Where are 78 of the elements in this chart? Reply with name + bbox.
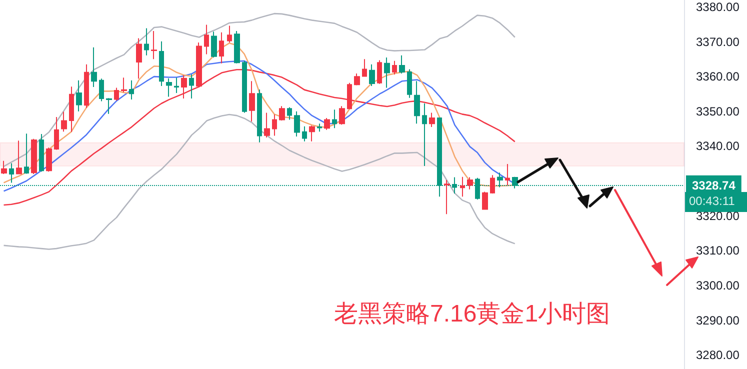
candlestick bbox=[339, 106, 345, 126]
candlestick bbox=[181, 74, 187, 100]
candlestick bbox=[211, 31, 217, 58]
line-series bbox=[3, 12, 516, 168]
candlestick bbox=[174, 77, 179, 94]
candlestick bbox=[257, 88, 262, 143]
candlestick bbox=[279, 106, 285, 121]
candlestick bbox=[309, 125, 315, 142]
candlestick bbox=[84, 64, 89, 108]
annotation: 老黑策略7.16黄金1小时图 bbox=[334, 300, 610, 328]
candlestick bbox=[272, 114, 277, 136]
y-tick-label: 3290.00 bbox=[696, 313, 740, 328]
candlestick bbox=[249, 80, 255, 122]
text: 00:43:11 bbox=[689, 194, 736, 208]
candlestick bbox=[144, 28, 149, 56]
y-tick-label: 3360.00 bbox=[696, 70, 740, 84]
candlestick bbox=[99, 78, 104, 102]
candlestick bbox=[332, 109, 337, 129]
candlestick bbox=[505, 163, 510, 186]
candlestick bbox=[264, 112, 270, 138]
candlestick bbox=[227, 25, 232, 43]
candlestick bbox=[460, 176, 465, 198]
candlestick bbox=[392, 60, 397, 75]
candlestick bbox=[234, 30, 240, 64]
y-tick-label: 3340.00 bbox=[696, 139, 740, 154]
candlestick bbox=[136, 38, 142, 80]
candlestick bbox=[347, 82, 352, 110]
candlestick bbox=[429, 112, 435, 128]
candlestick bbox=[1, 160, 7, 175]
candlestick bbox=[61, 111, 67, 132]
candlestick bbox=[46, 147, 52, 172]
candlestick bbox=[129, 80, 134, 100]
candlestick bbox=[490, 174, 495, 194]
candlestick bbox=[302, 126, 307, 142]
candlestick bbox=[106, 98, 112, 114]
y-tick-label: 3320.00 bbox=[696, 208, 740, 223]
candlestick bbox=[114, 87, 119, 102]
candlestick bbox=[9, 162, 14, 184]
candlestick bbox=[69, 86, 74, 132]
line-series bbox=[3, 114, 516, 250]
candlestick bbox=[76, 80, 82, 112]
candlestick bbox=[54, 116, 59, 150]
candlestick bbox=[407, 68, 412, 98]
candlestick bbox=[399, 54, 405, 74]
candlestick bbox=[91, 46, 97, 88]
candlestick bbox=[242, 60, 247, 114]
candlestick bbox=[159, 40, 164, 86]
candlestick bbox=[204, 24, 209, 55]
candlestick bbox=[324, 118, 330, 130]
candlestick bbox=[414, 80, 420, 124]
candlestick bbox=[422, 102, 427, 167]
candlestick bbox=[482, 191, 488, 210]
candlestick bbox=[16, 140, 22, 175]
candlestick bbox=[189, 74, 194, 100]
candlestick bbox=[317, 123, 322, 132]
y-tick-label: 3280.00 bbox=[696, 348, 740, 362]
candlestick bbox=[166, 78, 172, 98]
candlestick bbox=[384, 56, 390, 88]
candlestick bbox=[294, 110, 300, 137]
ref-line-label: 3328.74 bbox=[692, 178, 736, 192]
candlestick bbox=[39, 134, 44, 172]
y-tick-label: 3300.00 bbox=[696, 278, 740, 292]
candlestick bbox=[219, 32, 224, 64]
candlestick bbox=[362, 58, 367, 78]
y-tick-label: 3380.00 bbox=[696, 0, 740, 14]
candlestick bbox=[24, 133, 29, 174]
candlestick bbox=[287, 106, 292, 120]
candlestick bbox=[121, 77, 127, 93]
candlestick bbox=[444, 179, 450, 215]
candlestick bbox=[354, 72, 360, 86]
candlestick bbox=[151, 30, 157, 60]
y-tick-label: 3370.00 bbox=[696, 34, 740, 49]
y-tick-label: 3350.00 bbox=[696, 104, 740, 118]
candlestick bbox=[369, 64, 375, 86]
y-tick-label: 3310.00 bbox=[696, 244, 740, 258]
candlestick bbox=[31, 138, 37, 175]
candlestick bbox=[377, 60, 382, 84]
candlestick bbox=[467, 176, 473, 190]
